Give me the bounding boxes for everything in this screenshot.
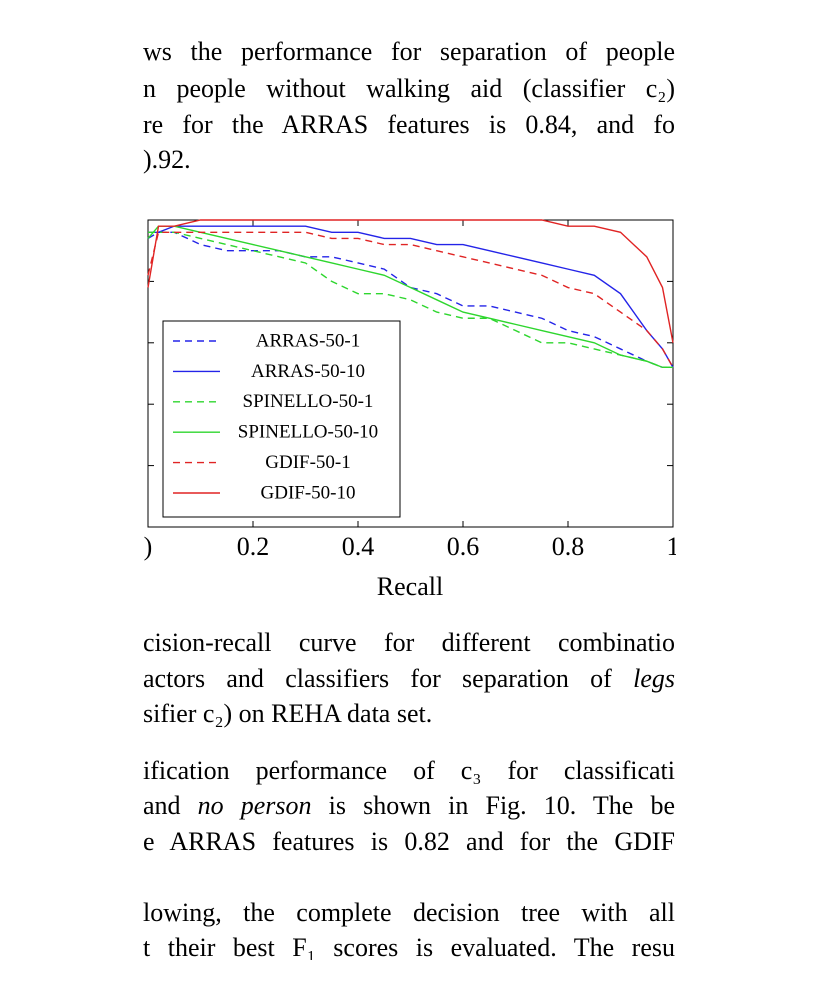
chart: Recall ) 0.2 0.4 0.6 0.8 1 ARRAS-50-1 ARRAS-50-…: [144, 219, 677, 601]
text-segment: n people without walking aid (classifier…: [143, 74, 675, 103]
text-segment: and: [143, 791, 198, 820]
text-segment: actors and classifiers for separation of: [143, 664, 634, 693]
legend-label: ARRAS-50-10: [251, 361, 365, 382]
text-line: actors and classifiers for separation of…: [143, 663, 675, 695]
text-line: cision-recall curve for different combin…: [143, 627, 675, 659]
text-line: n people without walking aid (classifier…: [143, 73, 675, 105]
text-segment: re for the ARRAS features is 0.84, and f…: [143, 110, 675, 139]
text-segment: sifier c₂) on REHA data set.: [143, 699, 433, 728]
text-segment: ).92.: [143, 145, 191, 174]
text-segment: t their best F₁ scores is evaluated. The…: [143, 933, 675, 960]
text-line: e ARRAS features is 0.82 and for the GDI…: [143, 826, 675, 858]
x-tick-label: ): [144, 532, 153, 561]
series-line: [147, 231, 673, 369]
x-tick-label: 0.4: [342, 532, 375, 561]
x-tick-label: 0.6: [447, 532, 480, 561]
text-segment: lowing, the complete decision tree with …: [143, 898, 675, 927]
series-line: [147, 219, 674, 343]
text-segment: no person: [197, 791, 312, 820]
text-line: t their best F₁ scores is evaluated. The…: [143, 932, 675, 960]
text-segment: e ARRAS features is 0.82 and for the GDI…: [143, 827, 675, 856]
page-column: Recall ) 0.2 0.4 0.6 0.8 1 ARRAS-50-1 ARRAS-50-…: [140, 0, 676, 960]
legend-label: GDIF-50-10: [261, 482, 356, 503]
text-segment: ification performance of c₃ for classifi…: [143, 756, 675, 785]
text-line: re for the ARRAS features is 0.84, and f…: [143, 109, 675, 141]
legend-label: SPINELLO-50-10: [238, 422, 378, 443]
text-segment: cision-recall curve for different combin…: [143, 628, 675, 657]
text-line: lowing, the complete decision tree with …: [143, 897, 675, 929]
legend-label: ARRAS-50-1: [256, 330, 361, 351]
text-segment: ws the performance for separation of peo…: [143, 37, 675, 66]
x-tick-label: 0.8: [552, 532, 585, 561]
legend-label: SPINELLO-50-1: [243, 391, 374, 412]
x-tick-label: 1: [667, 532, 677, 561]
legend-box: [162, 320, 401, 518]
x-tick-label: 0.2: [237, 532, 270, 561]
text-line: ification performance of c₃ for classifi…: [143, 755, 675, 787]
legend-label: GDIF-50-1: [265, 452, 351, 473]
text-line: and no person is shown in Fig. 10. The b…: [143, 790, 675, 822]
series-line: [147, 225, 673, 369]
text-line: ws the performance for separation of peo…: [143, 36, 675, 68]
x-axis-label: Recall: [377, 572, 443, 601]
text-segment: is shown in Fig. 10. The be: [311, 791, 676, 820]
text-line: sifier c₂) on REHA data set.: [143, 698, 675, 730]
text-segment: legs: [633, 664, 675, 693]
text-line: ).92.: [143, 144, 675, 176]
series-line: [148, 225, 674, 368]
